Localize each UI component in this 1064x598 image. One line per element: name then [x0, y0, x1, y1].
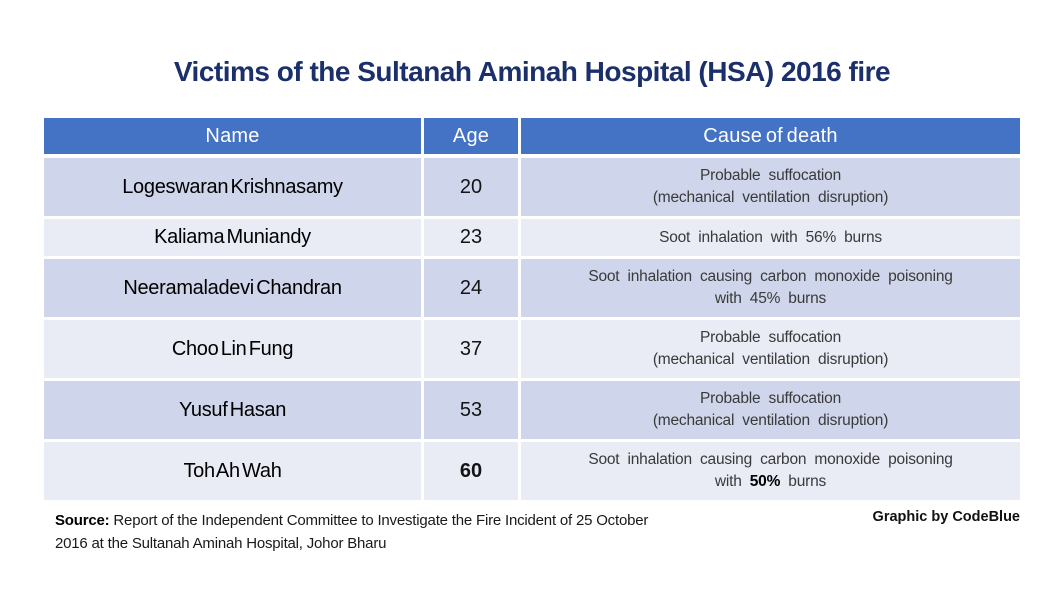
source-text: Report of the Independent Committee to I…	[55, 512, 649, 552]
victims-table-body: Logeswaran Krishnasamy 20 Probable suffoca…	[44, 158, 1020, 500]
victim-name: Toh Ah Wah	[44, 442, 421, 500]
table-row: Choo Lin Fung 37 Probable suffocation (mech…	[44, 320, 1020, 378]
cause-of-death-line: with 50% burns	[714, 473, 827, 490]
table-row: Neeramaladevi Chandran 24 Soot inhalation …	[44, 259, 1020, 317]
cause-of-death-line: Soot inhalation causing carbon monoxide …	[588, 268, 953, 285]
table-row: Kaliama Muniandy 23 Soot inhalation with 5…	[44, 219, 1020, 256]
victim-age: 20	[424, 158, 518, 216]
cause-of-death-line: (mechanical ventilation disruption)	[652, 412, 889, 429]
table-header-row: Name Age Cause of death	[44, 118, 1020, 154]
victim-name: Yusuf Hasan	[44, 381, 421, 439]
cause-of-death: Probable suffocation (mechanical ventilat…	[521, 158, 1020, 216]
victims-table: Name Age Cause of death Logeswaran Krish…	[44, 118, 1020, 500]
table-row: Yusuf Hasan 53 Probable suffocation (mechan…	[44, 381, 1020, 439]
cause-of-death-line: Probable suffocation	[699, 390, 842, 407]
source-note: Source: Report of the Independent Commit…	[55, 509, 655, 555]
cause-of-death: Soot inhalation with 56% burns	[521, 219, 1020, 256]
cause-of-death-line: Probable suffocation	[699, 167, 842, 184]
victim-name: Neeramaladevi Chandran	[44, 259, 421, 317]
column-header-age: Age	[424, 118, 518, 154]
credit-text: Graphic by CodeBlue	[872, 509, 1020, 525]
table-row: Toh Ah Wah 60 Soot inhalation causing carb…	[44, 442, 1020, 500]
victim-age: 24	[424, 259, 518, 317]
victim-age: 37	[424, 320, 518, 378]
source-label: Source:	[55, 512, 110, 529]
cause-of-death: Probable suffocation (mechanical ventilat…	[521, 320, 1020, 378]
cause-of-death-line: Soot inhalation with 56% burns	[659, 228, 882, 246]
column-header-name: Name	[44, 118, 421, 154]
column-header-cause-of-death: Cause of death	[521, 118, 1020, 154]
cause-of-death: Probable suffocation (mechanical ventilat…	[521, 381, 1020, 439]
victim-age: 53	[424, 381, 518, 439]
victim-age: 23	[424, 219, 518, 256]
victim-name: Choo Lin Fung	[44, 320, 421, 378]
cause-of-death-line: (mechanical ventilation disruption)	[652, 189, 889, 206]
cause-of-death-line: (mechanical ventilation disruption)	[652, 351, 889, 368]
cause-of-death: Soot inhalation causing carbon monoxide …	[521, 442, 1020, 500]
victim-name: Logeswaran Krishnasamy	[44, 158, 421, 216]
table-row: Logeswaran Krishnasamy 20 Probable suffoca…	[44, 158, 1020, 216]
cause-of-death: Soot inhalation causing carbon monoxide …	[521, 259, 1020, 317]
cause-of-death-line: Soot inhalation causing carbon monoxide …	[588, 451, 953, 468]
victim-age: 60	[424, 442, 518, 500]
cause-of-death-line: with 45% burns	[714, 290, 827, 307]
page-title: Victims of the Sultanah Aminah Hospital …	[173, 56, 891, 87]
cause-of-death-line: Probable suffocation	[699, 329, 842, 346]
victim-name: Kaliama Muniandy	[44, 219, 421, 256]
